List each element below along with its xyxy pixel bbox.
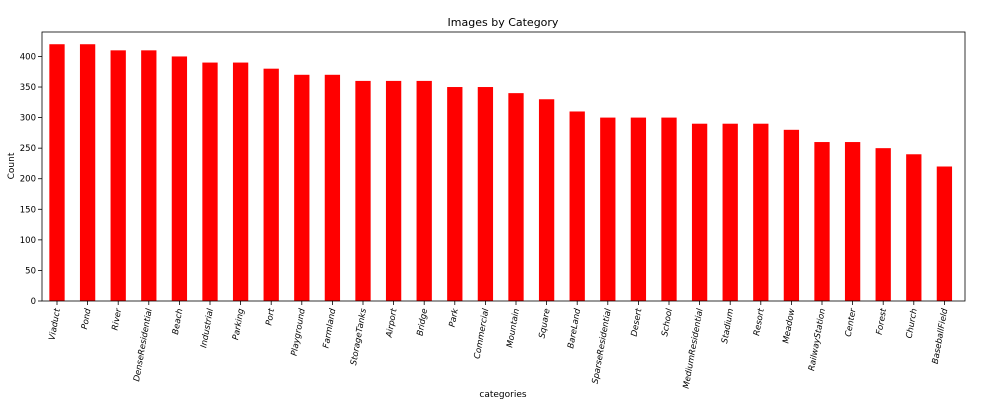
x-tick-label: Parking [231, 307, 246, 341]
bar [385, 80, 402, 301]
bar [722, 123, 738, 301]
x-tick-label: Commercial [473, 307, 492, 360]
x-tick-label: StorageTanks [349, 307, 369, 366]
x-axis: Viaduct Pond River DenseResidential Beach Ind… [48, 301, 951, 389]
x-tick-label: River [110, 307, 124, 331]
bar [600, 117, 616, 301]
bar [49, 44, 65, 302]
x-tick-label: Beach [171, 308, 185, 336]
bar [844, 142, 861, 301]
bar [79, 44, 96, 302]
x-tick-label: Forest [875, 307, 890, 336]
bar [814, 142, 830, 301]
bar [294, 74, 310, 301]
bar [538, 99, 555, 301]
bar [569, 111, 585, 302]
bar [477, 87, 494, 301]
bar [783, 129, 800, 301]
x-tick-label: Desert [630, 307, 645, 337]
x-tick-label: Park [448, 307, 461, 328]
x-tick-label: Center [844, 307, 859, 337]
x-tick-label: Farmland [322, 307, 339, 349]
bar [447, 87, 463, 301]
bar [171, 56, 188, 301]
x-tick-label: Viaduct [48, 307, 64, 341]
chart-title: Images by Category [448, 16, 559, 29]
y-tick-label: 50 [25, 266, 36, 276]
bar [202, 62, 218, 302]
x-tick-label: SparseResidential [591, 307, 614, 385]
plot-frame [41, 31, 966, 302]
x-tick-label: Church [905, 308, 920, 340]
x-tick-label: BaseballField [931, 307, 951, 365]
y-tick-label: 150 [20, 205, 36, 215]
x-tick-label: Stadium [720, 308, 736, 345]
x-tick-label: Playground [290, 307, 308, 357]
y-tick-label: 100 [20, 236, 36, 246]
x-tick-label: School [660, 307, 675, 337]
x-tick-label: BareLand [566, 307, 583, 349]
y-tick-label: 350 [20, 83, 36, 93]
x-tick-label: RailwayStation [807, 308, 828, 372]
x-tick-label: DenseResidential [132, 307, 155, 382]
x-tick-label: Industrial [199, 307, 216, 349]
x-tick-label: Meadow [781, 308, 797, 345]
x-tick-label: Port [264, 307, 277, 326]
bar [355, 80, 371, 301]
bar [630, 117, 647, 301]
x-axis-label: categories [479, 390, 526, 400]
y-axis-label: Count [7, 152, 17, 179]
bar [232, 62, 249, 302]
y-axis: 0 50 100 150 200 250 300 350 400 [20, 52, 42, 307]
y-tick-label: 300 [20, 114, 36, 124]
bar [141, 50, 157, 301]
bar [936, 166, 953, 301]
y-tick-label: 0 [31, 297, 36, 307]
x-tick-label: Bridge [415, 308, 430, 337]
x-tick-label: Pond [80, 307, 94, 330]
bar [416, 80, 432, 301]
x-tick-label: Mountain [505, 308, 522, 349]
bar [691, 123, 708, 301]
y-tick-label: 200 [20, 175, 36, 185]
y-tick-label: 250 [20, 144, 36, 154]
bar [906, 154, 922, 301]
bar [263, 68, 279, 301]
bars-group [49, 44, 953, 302]
y-tick-label: 400 [20, 52, 36, 62]
x-tick-label: Square [537, 308, 552, 339]
bar [508, 93, 524, 302]
x-tick-label: MediumResidential [682, 307, 706, 389]
bar [875, 148, 891, 301]
x-tick-label: Airport [384, 307, 399, 339]
bar [110, 50, 126, 301]
bar [753, 123, 769, 301]
x-tick-label: Resort [752, 307, 767, 337]
bar [661, 117, 677, 301]
bar [324, 74, 341, 301]
